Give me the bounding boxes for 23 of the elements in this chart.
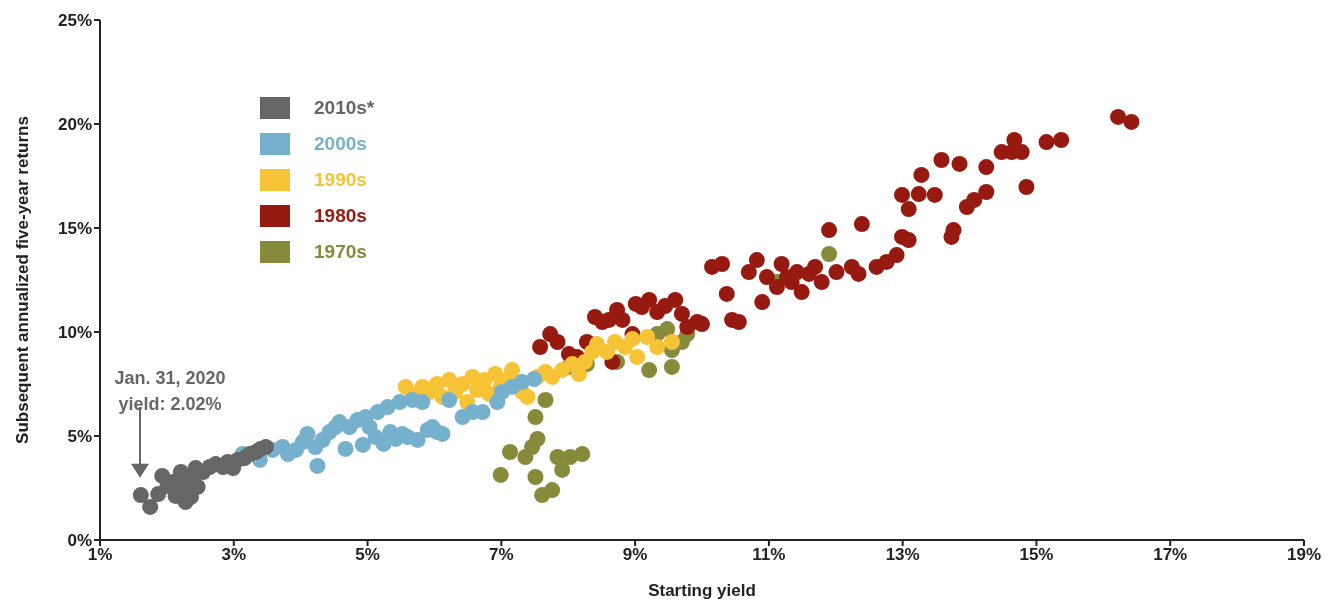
x-tick-label: 17% [1153, 545, 1188, 565]
x-axis-title: Starting yield [648, 581, 756, 600]
x-tick-label: 15% [1019, 545, 1054, 565]
y-tick-label: 20% [57, 115, 92, 135]
y-tick-label: 25% [57, 11, 92, 31]
legend-label: 2010s* [314, 97, 375, 119]
x-tick-label: 5% [355, 545, 380, 565]
x-tick-label: 11% [752, 545, 786, 565]
y-axis-title: Subsequent annualized five-year returns [13, 116, 33, 444]
x-tick-label: 9% [622, 545, 648, 565]
y-tick-label: 5% [67, 427, 92, 447]
x-tick-label: 13% [885, 545, 920, 565]
legend-label: 2000s [314, 133, 367, 155]
x-tick-label: 19% [1286, 545, 1322, 565]
legend-label: 1970s [314, 241, 367, 263]
x-tick-label: 3% [221, 545, 247, 565]
y-tick-label: 10% [57, 323, 92, 343]
y-tick-label: 15% [57, 219, 92, 239]
x-tick-label: 7% [489, 545, 514, 565]
legend-label: 1990s [314, 169, 367, 191]
x-tick-label: 1% [87, 545, 113, 565]
annotation: Jan. 31, 2020 yield: 2.02% [113, 367, 227, 417]
legend-label: 1980s [314, 205, 367, 227]
